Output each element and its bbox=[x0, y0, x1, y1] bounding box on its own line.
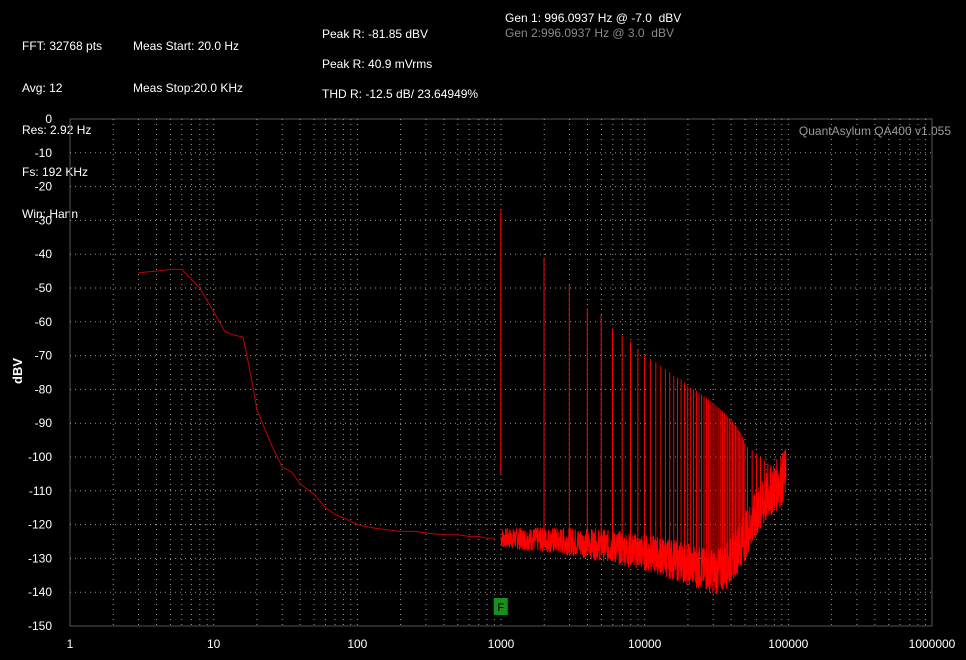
thd-readout: THD R: -12.5 dB/ 23.64949% bbox=[322, 87, 479, 101]
y-tick-label: -50 bbox=[35, 281, 53, 295]
y-tick-label: -120 bbox=[28, 518, 52, 532]
y-tick-label: -70 bbox=[35, 349, 53, 363]
peak-dbv-readout: Peak R: -81.85 dBV bbox=[322, 27, 429, 41]
x-tick-label: 1 bbox=[67, 637, 74, 651]
measurement-range: Meas Start: 20.0 Hz Meas Stop:20.0 KHz bbox=[133, 11, 243, 109]
resolution-label: Res: 2.92 Hz bbox=[22, 123, 92, 137]
window-label: Win: Hann bbox=[22, 207, 79, 221]
watermark-text: QuantAsylum QA400 v1.055 bbox=[799, 124, 951, 138]
x-tick-label: 10 bbox=[207, 637, 221, 651]
x-tick-label: 1000 bbox=[488, 637, 515, 651]
generator-2-readout: Gen 2:996.0937 Hz @ 3.0 dBV bbox=[505, 26, 674, 40]
meas-start-label: Meas Start: 20.0 Hz bbox=[133, 39, 240, 53]
low-frequency-trace bbox=[138, 268, 495, 539]
fft-size-label: FFT: 32768 pts bbox=[22, 39, 103, 53]
noise-floor-trace bbox=[500, 448, 787, 594]
marker-flag[interactable] bbox=[493, 598, 508, 615]
y-tick-label: -110 bbox=[29, 484, 52, 498]
y-tick-label: -40 bbox=[35, 247, 53, 261]
x-tick-label: 1000000 bbox=[909, 637, 956, 651]
y-tick-label: -20 bbox=[35, 180, 53, 194]
averages-label: Avg: 12 bbox=[22, 81, 63, 95]
y-tick-label: -130 bbox=[28, 551, 52, 565]
y-tick-label: -140 bbox=[28, 585, 52, 599]
y-tick-label: -10 bbox=[35, 146, 53, 160]
y-tick-label: 0 bbox=[45, 112, 52, 126]
y-tick-label: -80 bbox=[35, 382, 53, 396]
y-tick-label: -30 bbox=[35, 213, 53, 227]
spectrum-data bbox=[138, 210, 787, 594]
x-axis-ticks: 1 10 100 1000 10000 100000 1000000 bbox=[67, 637, 956, 651]
frequency-marker[interactable]: F bbox=[493, 598, 508, 615]
y-tick-label: -100 bbox=[28, 450, 52, 464]
meas-stop-label: Meas Stop:20.0 KHz bbox=[133, 81, 244, 95]
generator-1-readout: Gen 1: 996.0937 Hz @ -7.0 dBV bbox=[505, 11, 682, 25]
y-axis-ticks: 0 -10 -20 -30 -40 -50 -60 -70 -80 -90 -100 -110 -120… bbox=[28, 112, 52, 633]
fft-settings: FFT: 32768 pts Avg: 12 Res: 2.92 Hz Fs: … bbox=[22, 11, 102, 235]
y-tick-label: -60 bbox=[35, 315, 53, 329]
marker-label: F bbox=[497, 602, 504, 614]
grid bbox=[69, 118, 933, 627]
sample-rate-label: Fs: 192 KHz bbox=[22, 165, 89, 179]
y-tick-label: -150 bbox=[28, 619, 52, 633]
y-tick-label: -90 bbox=[35, 416, 53, 430]
y-axis-label: dBV bbox=[10, 358, 25, 384]
x-tick-label: 100 bbox=[347, 637, 367, 651]
x-tick-label: 10000 bbox=[628, 637, 662, 651]
peak-vrms-readout: Peak R: 40.9 mVrms bbox=[322, 57, 433, 71]
x-tick-label: 100000 bbox=[768, 637, 808, 651]
